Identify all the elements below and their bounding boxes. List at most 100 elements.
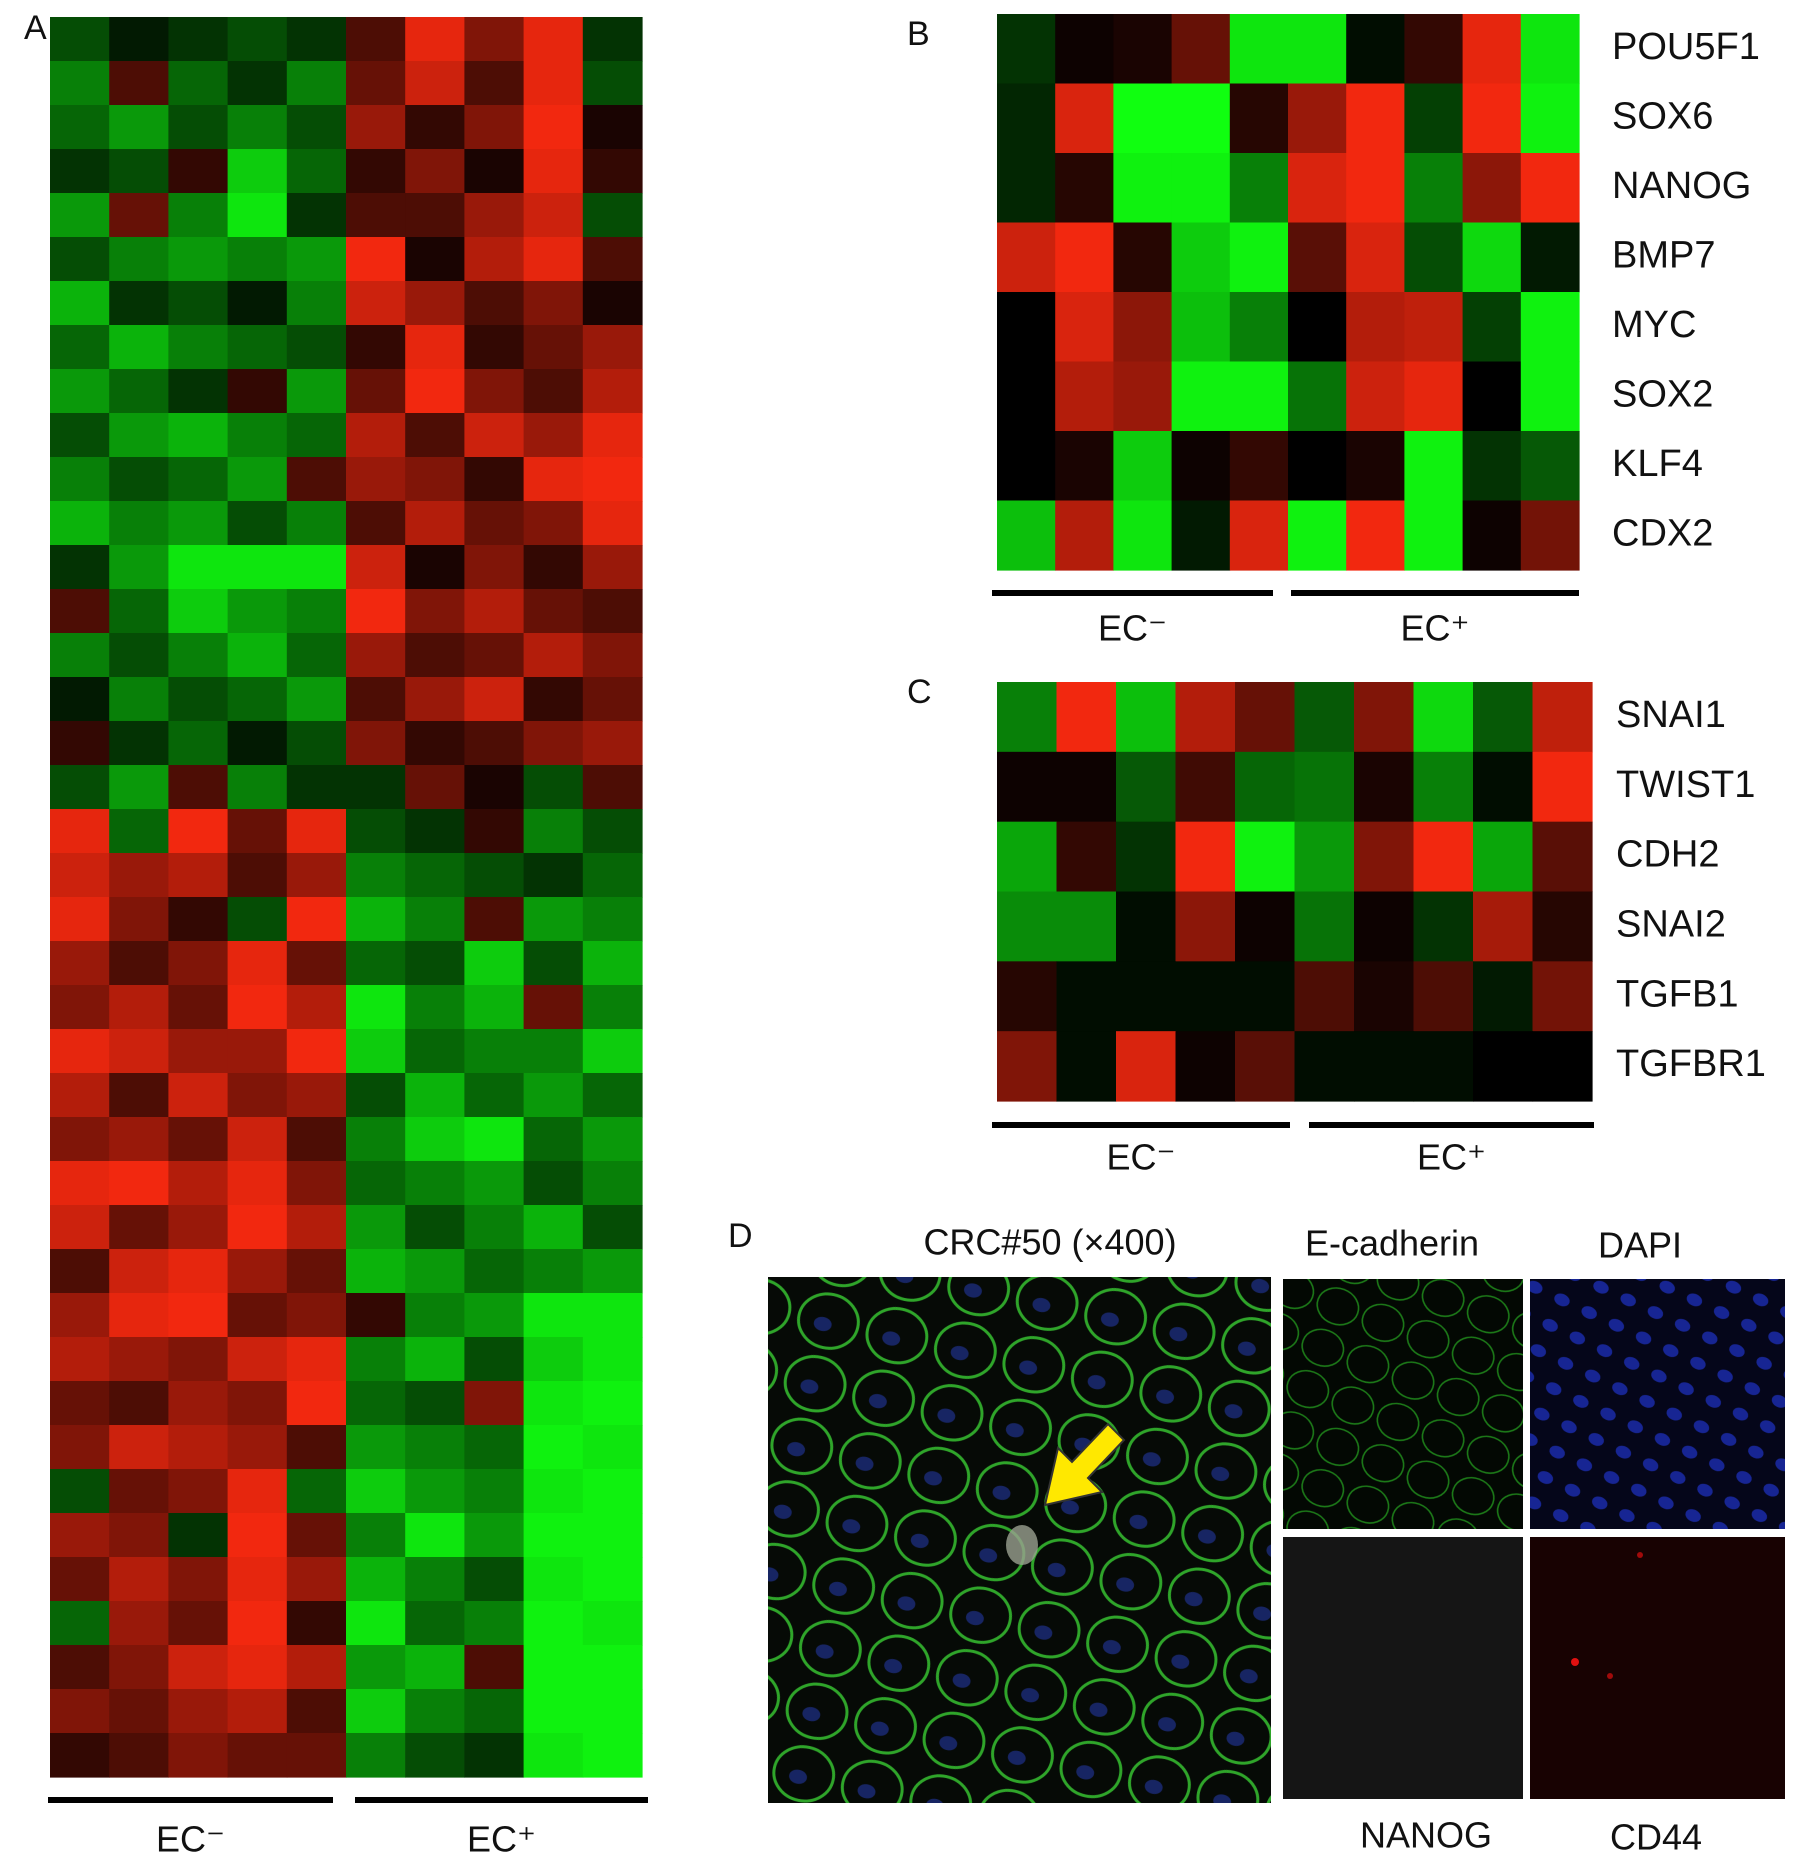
heatmap-cell — [1404, 431, 1464, 502]
heatmap-cell — [523, 1381, 584, 1426]
heatmap-cell — [1055, 14, 1114, 85]
heatmap-cell — [1354, 1031, 1415, 1102]
heatmap-cell — [286, 1557, 347, 1602]
group-label: EC⁺ — [1417, 1137, 1486, 1178]
heatmap-cell — [582, 1205, 643, 1250]
heatmap-cell — [582, 1161, 643, 1206]
heatmap-cell — [168, 853, 229, 898]
heatmap-cell — [286, 1337, 347, 1382]
heatmap-cell — [523, 149, 584, 194]
heatmap-cell — [523, 897, 584, 942]
micrograph-title: CRC#50 (×400) — [923, 1222, 1176, 1263]
heatmap-cell — [227, 1205, 288, 1250]
heatmap-cell — [523, 1425, 584, 1470]
heatmap-cell — [109, 1073, 169, 1118]
heatmap-cell — [523, 589, 584, 634]
heatmap-cell — [346, 1117, 406, 1162]
heatmap-cell — [168, 1733, 229, 1778]
heatmap-cell — [1235, 1031, 1296, 1102]
heatmap-cell — [1404, 292, 1464, 363]
heatmap-cell — [168, 17, 229, 62]
heatmap-cell — [227, 1073, 288, 1118]
group-bar — [355, 1797, 648, 1803]
channel-label: CD44 — [1610, 1817, 1702, 1858]
heatmap-cell — [346, 721, 406, 766]
heatmap-cell — [464, 457, 525, 502]
heatmap-cell — [523, 677, 584, 722]
heatmap-cell — [346, 105, 406, 150]
heatmap-cell — [109, 853, 169, 898]
heatmap-cell — [582, 1601, 643, 1646]
heatmap-cell — [1413, 821, 1474, 893]
heatmap-cell — [1229, 83, 1289, 154]
heatmap-cell — [405, 1689, 465, 1734]
heatmap-cell — [1175, 751, 1236, 823]
heatmap-cell — [582, 1425, 643, 1470]
heatmap-cell — [582, 237, 643, 282]
heatmap-cell — [1294, 961, 1355, 1032]
heatmap-cell — [1171, 361, 1231, 432]
row-label: CDH2 — [1616, 834, 1719, 876]
heatmap-cell — [1056, 821, 1117, 893]
heatmap-cell — [1462, 500, 1522, 571]
heatmap-cell — [50, 1117, 110, 1162]
group-label: EC⁻ — [1106, 1137, 1175, 1178]
heatmap-cell — [1116, 682, 1177, 753]
heatmap-cell — [346, 1073, 406, 1118]
heatmap-cell — [168, 1337, 229, 1382]
group-bar — [1291, 590, 1579, 596]
heatmap-cell — [464, 61, 525, 106]
heatmap-cell — [227, 721, 288, 766]
heatmap-cell — [50, 1601, 110, 1646]
cell-highlight — [1006, 1525, 1038, 1565]
heatmap-cell — [997, 83, 1056, 154]
heatmap-cell — [346, 193, 406, 238]
heatmap-cell — [405, 149, 465, 194]
heatmap-cell — [464, 1117, 525, 1162]
heatmap-cell — [1116, 961, 1177, 1032]
row-label: TGFB1 — [1616, 973, 1738, 1015]
heatmap-cell — [50, 325, 110, 370]
heatmap-cell — [227, 1293, 288, 1338]
heatmap-cell — [405, 1381, 465, 1426]
heatmap-cell — [405, 1117, 465, 1162]
heatmap-cell — [1235, 961, 1296, 1032]
panel-letter: D — [728, 1217, 753, 1255]
heatmap-cell — [464, 1029, 525, 1074]
heatmap-cell — [523, 1513, 584, 1558]
heatmap-cell — [523, 193, 584, 238]
heatmap-cell — [227, 633, 288, 678]
channel-label: NANOG — [1360, 1815, 1492, 1856]
heatmap-cell — [523, 1293, 584, 1338]
heatmap-cell — [1404, 500, 1464, 571]
heatmap-cell — [286, 677, 347, 722]
heatmap-cell — [168, 941, 229, 986]
heatmap-cell — [286, 1205, 347, 1250]
group-label: EC⁺ — [467, 1819, 536, 1860]
heatmap-cell — [109, 1293, 169, 1338]
heatmap-cell — [582, 1469, 643, 1514]
heatmap-cell — [464, 809, 525, 854]
heatmap-cell — [286, 1469, 347, 1514]
heatmap-cell — [50, 589, 110, 634]
nanog-image — [1283, 1537, 1523, 1799]
heatmap-cell — [1229, 292, 1289, 363]
heatmap-cell — [227, 105, 288, 150]
heatmap-cell — [405, 1469, 465, 1514]
heatmap-cell — [286, 1689, 347, 1734]
heatmap-cell — [464, 765, 525, 810]
heatmap-cell — [1413, 891, 1474, 962]
heatmap-cell — [346, 897, 406, 942]
heatmap-cell — [227, 1425, 288, 1470]
heatmap-cell — [50, 105, 110, 150]
heatmap-cell — [109, 193, 169, 238]
heatmap-cell — [227, 325, 288, 370]
heatmap-cell — [997, 431, 1056, 502]
heatmap-cell — [1354, 682, 1415, 753]
heatmap-cell — [1175, 1031, 1236, 1102]
heatmap-cell — [405, 1337, 465, 1382]
heatmap-cell — [346, 369, 406, 414]
heatmap-cell — [109, 721, 169, 766]
heatmap-cell — [346, 809, 406, 854]
heatmap-cell — [405, 677, 465, 722]
